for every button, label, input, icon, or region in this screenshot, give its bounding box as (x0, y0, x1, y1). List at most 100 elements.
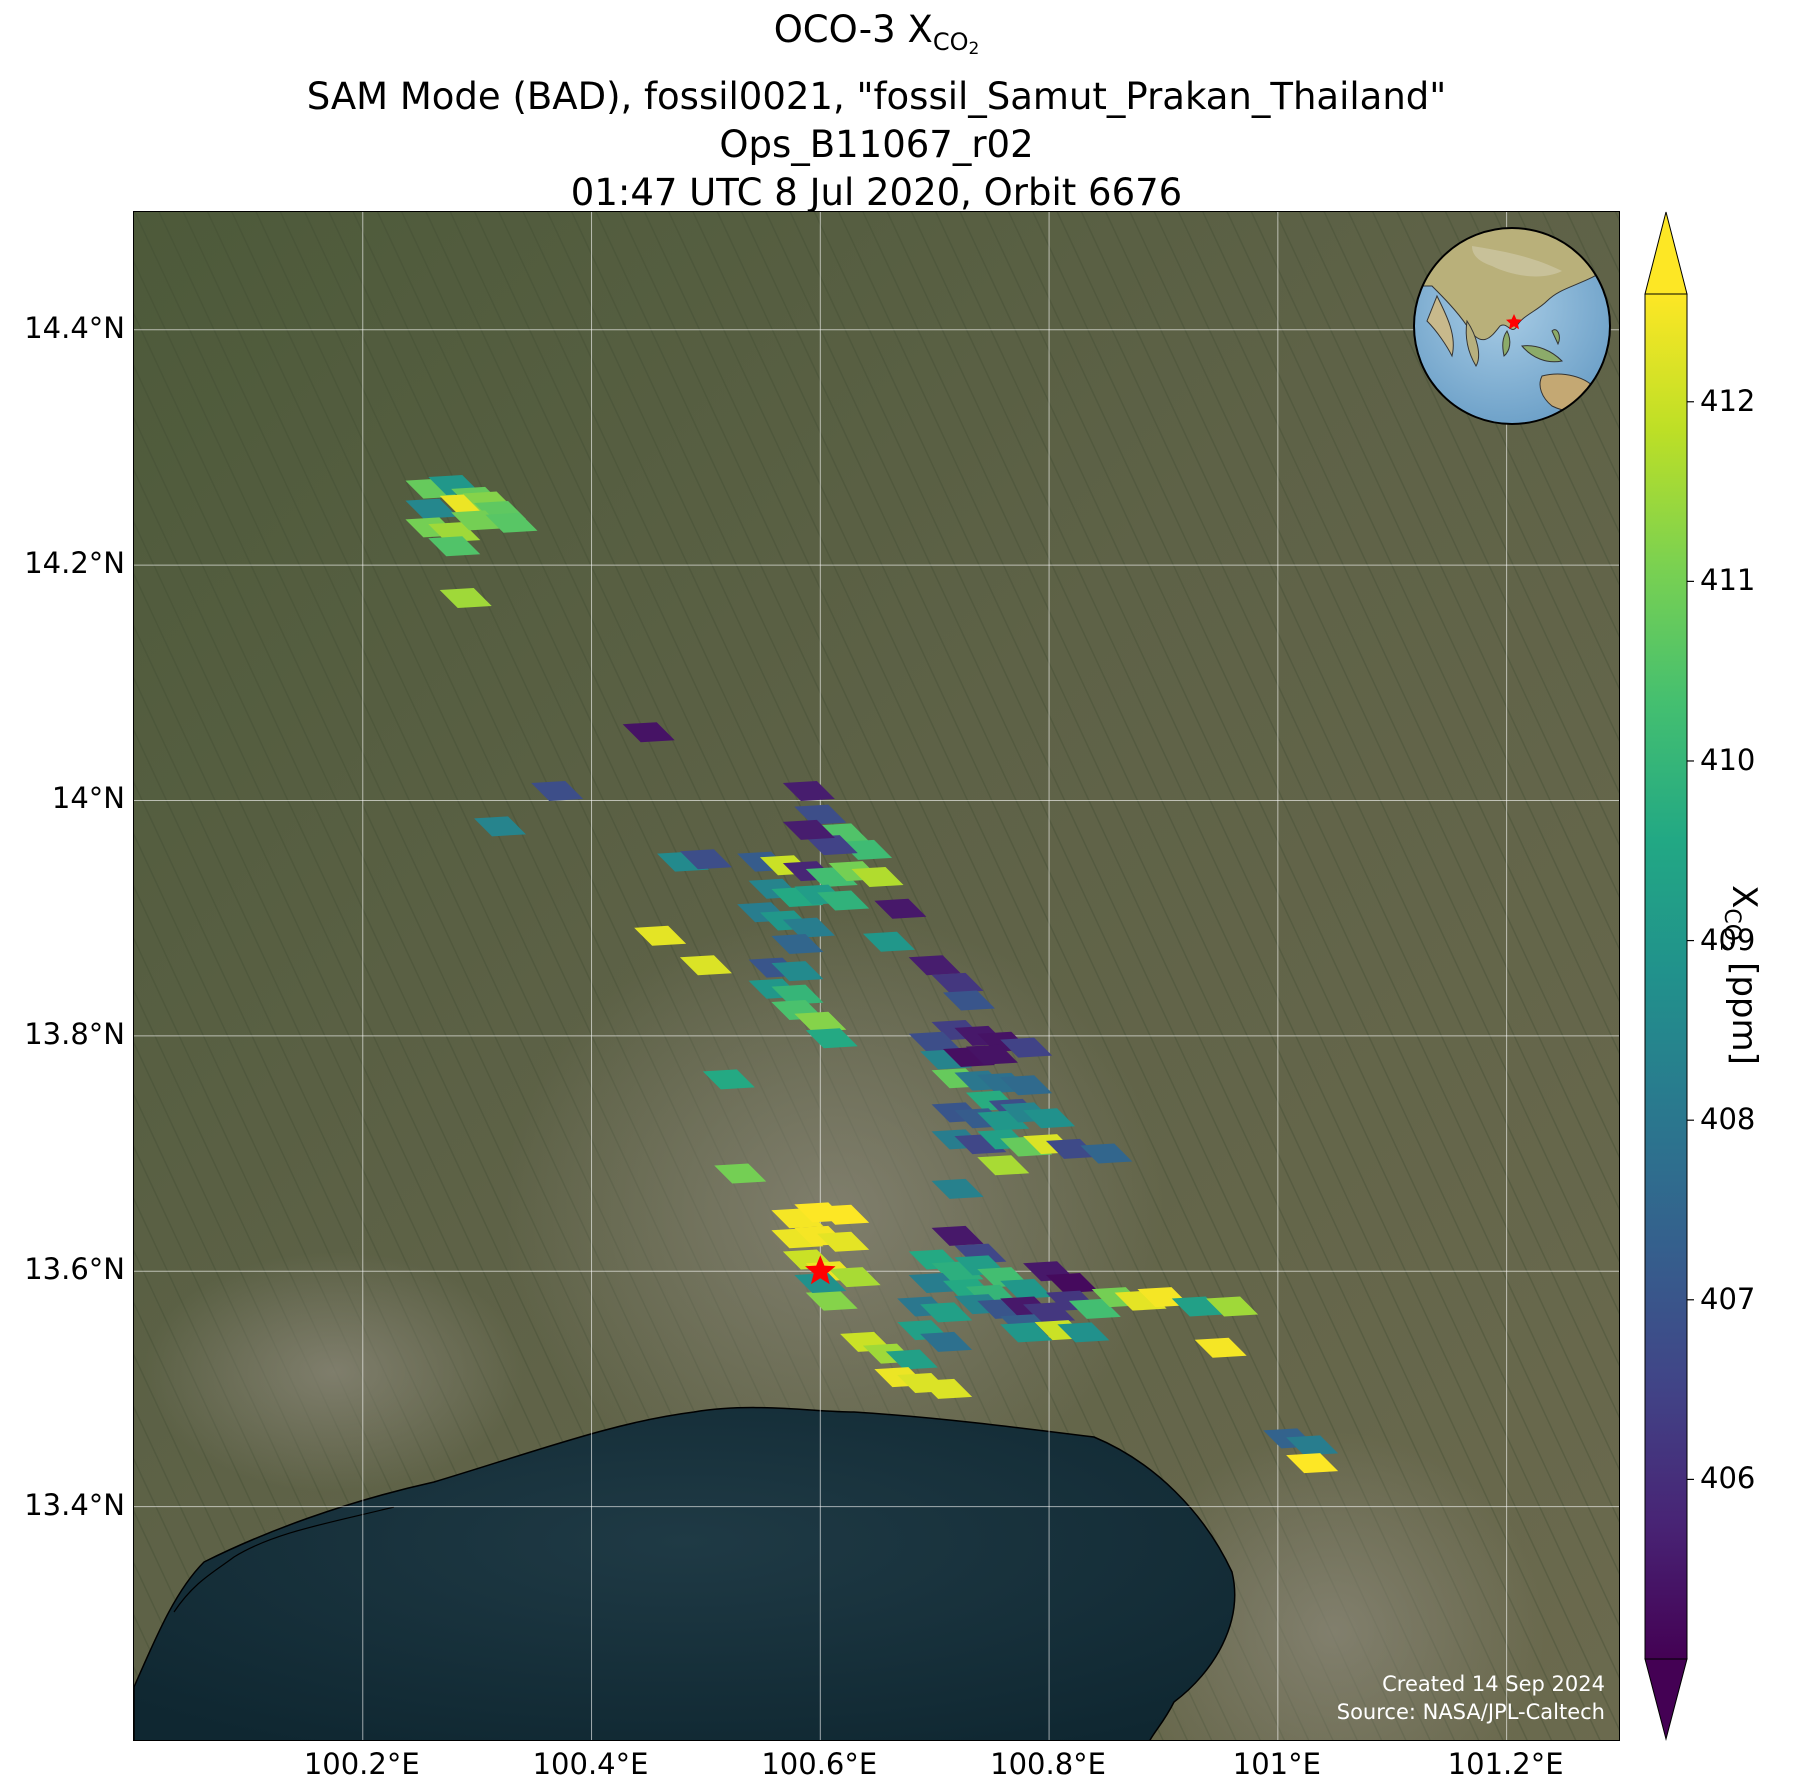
sounding-footprint (634, 925, 687, 946)
sounding-footprint (1045, 1273, 1098, 1293)
sounding-footprint (782, 917, 835, 938)
colorbar-extend-bottom (1644, 1658, 1688, 1741)
sounding-footprint (851, 866, 904, 887)
globe-inset (1413, 227, 1611, 425)
colorbar-tick-label: 410 (1700, 742, 1756, 777)
sounding-footprint (622, 722, 675, 743)
sounding-footprint (1194, 1337, 1247, 1358)
sounding-footprint (817, 1204, 870, 1225)
lon-tick-label: 101°E (1232, 1747, 1321, 1781)
sounding-footprint (931, 1178, 984, 1199)
sounding-footprint (817, 1231, 870, 1252)
sounding-footprint (908, 1273, 961, 1293)
sounding-footprint (1068, 1298, 1121, 1319)
colorbar-tick-marks (1687, 401, 1694, 1480)
colorbar-tick-label: 407 (1700, 1281, 1756, 1316)
sounding-footprint (782, 819, 835, 840)
colorbar-tick-label: 411 (1700, 563, 1756, 598)
sounding-footprint (794, 804, 847, 825)
globe-outline (1413, 227, 1611, 425)
title-line-4: 01:47 UTC 8 Jul 2020, Orbit 6676 (570, 171, 1183, 214)
sounding-footprint (920, 1331, 973, 1352)
sounding-footprint (714, 1163, 767, 1184)
sounding-footprint (794, 1011, 847, 1032)
lon-tick-label: 101.2°E (1447, 1747, 1564, 1781)
sounding-footprint (474, 816, 527, 837)
sounding-footprint (485, 512, 538, 533)
title-line-1: OCO-3 XCO2 (773, 8, 980, 59)
sounding-footprint (1057, 1322, 1110, 1343)
sounding-footprint (874, 898, 927, 919)
sounding-footprint (1000, 1037, 1053, 1058)
sounding-footprint (817, 890, 870, 911)
gulf-of-thailand (134, 1406, 1236, 1740)
sounding-footprint (782, 781, 835, 802)
sounding-footprint (439, 588, 492, 609)
map-canvas (134, 212, 1619, 1740)
sounding-footprint (1206, 1296, 1259, 1317)
sounding-footprint (702, 1069, 755, 1090)
xco2-soundings (405, 475, 1339, 1474)
lat-tick-label: 13.4°N (24, 1487, 125, 1522)
sounding-footprint (771, 961, 824, 982)
colorbar-tick-label: 409 (1700, 922, 1756, 957)
sounding-footprint (1000, 1322, 1053, 1343)
sounding-footprint (428, 522, 481, 543)
credit-source: Source: NASA/JPL-Caltech (1336, 1700, 1605, 1724)
sounding-footprint (920, 1302, 973, 1323)
sounding-footprint (428, 536, 481, 557)
sounding-footprint (977, 1155, 1030, 1176)
sounding-footprint (908, 955, 961, 976)
sounding-footprint (1080, 1143, 1133, 1164)
sounding-footprint (679, 849, 732, 870)
lat-tick-label: 14.4°N (24, 310, 125, 345)
sounding-footprint (805, 1028, 858, 1049)
sounding-footprint (679, 955, 732, 976)
colorbar-extend-top (1644, 211, 1688, 295)
chart-title: OCO-3 XCO2 SAM Mode (BAD), fossil0021, "… (133, 6, 1620, 217)
sounding-footprint (1286, 1453, 1339, 1474)
title-line-3: Ops_B11067_r02 (719, 123, 1034, 166)
colorbar (1644, 211, 1694, 1741)
lat-tick-label: 14°N (51, 781, 125, 816)
sounding-footprint (1286, 1435, 1339, 1456)
lat-tick-label: 13.8°N (24, 1016, 125, 1051)
urban-area-west (144, 1252, 524, 1492)
sounding-footprint (828, 1267, 881, 1288)
lon-tick-label: 100.6°E (761, 1747, 878, 1781)
globe-star-icon (1506, 314, 1522, 330)
sounding-footprint (1000, 1075, 1053, 1096)
map-panel: Created 14 Sep 2024 Source: NASA/JPL-Cal… (133, 211, 1620, 1741)
lat-tick-label: 13.6°N (24, 1252, 125, 1287)
title-line-2: SAM Mode (BAD), fossil0021, "fossil_Samu… (306, 75, 1447, 118)
sounding-footprint (885, 1349, 938, 1370)
sounding-footprint (931, 972, 984, 993)
sounding-footprint (1023, 1108, 1076, 1129)
sounding-footprint (771, 984, 824, 1005)
sounding-footprint (805, 1290, 858, 1311)
sounding-footprint (920, 1378, 973, 1399)
colorbar-tick-label: 412 (1700, 383, 1756, 418)
sounding-footprint (908, 1031, 961, 1052)
sounding-footprint (840, 839, 893, 860)
lat-tick-label: 14.2°N (24, 546, 125, 581)
sounding-footprint (965, 1044, 1018, 1065)
sounding-footprint (531, 781, 584, 802)
colorbar-tick-label: 408 (1700, 1102, 1756, 1137)
sounding-footprint (771, 934, 824, 955)
lon-tick-label: 100.2°E (303, 1747, 420, 1781)
urban-area-east (1124, 1432, 1544, 1740)
sounding-footprint (862, 931, 915, 952)
credit-created: Created 14 Sep 2024 (1382, 1672, 1605, 1696)
sounding-footprint (931, 1225, 984, 1246)
sounding-footprint (943, 990, 996, 1011)
lon-tick-label: 100.8°E (990, 1747, 1106, 1781)
target-star-marker (805, 1255, 836, 1285)
colorbar-gradient (1644, 293, 1688, 1660)
sounding-footprint (1045, 1138, 1098, 1159)
sounding-footprint (1000, 1278, 1053, 1299)
sounding-footprint (805, 835, 858, 856)
sounding-footprint (794, 1273, 847, 1293)
coastline-inner (173, 1506, 395, 1613)
map-gridlines (134, 212, 1619, 1740)
